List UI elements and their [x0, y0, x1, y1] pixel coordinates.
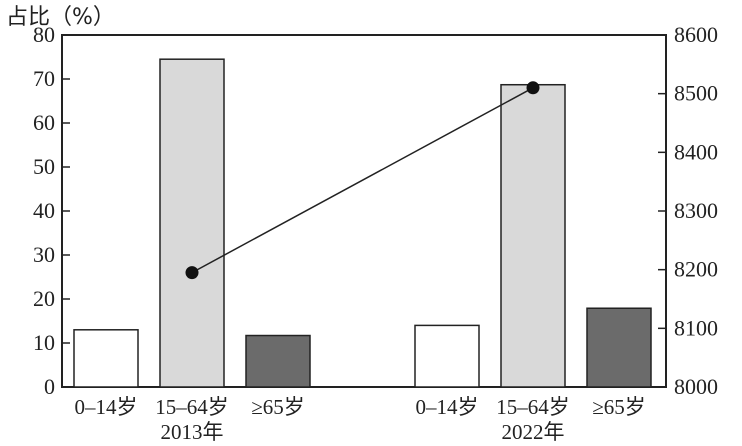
bar-2-2 — [500, 83, 566, 388]
bar-1-1 — [73, 329, 139, 388]
y-right-tick-label: 8300 — [674, 198, 718, 223]
y-right-tick-label: 8100 — [674, 315, 718, 340]
group-label: 2013年 — [161, 420, 224, 444]
group-labels: 2013年 2022年 — [161, 420, 565, 444]
y-left-tick-label: 40 — [33, 198, 55, 223]
category-label: ≥65岁 — [592, 395, 646, 419]
y-left-tick-label: 70 — [33, 66, 55, 91]
y-left-tick-label: 10 — [33, 330, 55, 355]
y-left-axis-label: 占比（%） — [6, 5, 115, 30]
category-labels: 0–14岁 15–64岁 ≥65岁 0–14岁 15–64岁 ≥65岁 — [75, 395, 646, 419]
category-label: 0–14岁 — [75, 395, 138, 419]
y-left-tick-label: 30 — [33, 242, 55, 267]
group-label: 2022年 — [502, 420, 565, 444]
y-left-tick-label: 80 — [33, 22, 55, 47]
category-label: 15–64岁 — [155, 395, 229, 419]
line-segment — [191, 87, 534, 274]
y-left-tick-label: 50 — [33, 154, 55, 179]
y-right-tick-label: 8200 — [674, 257, 718, 282]
bar-1-2 — [159, 58, 225, 388]
y-left-tick-label: 0 — [44, 374, 55, 399]
y-left-tick-label: 60 — [33, 110, 55, 135]
y-right-tick-label: 8000 — [674, 374, 718, 399]
y-right-tick-label: 8500 — [674, 81, 718, 106]
y-right-axis: 8000 8100 8200 8300 8400 8500 8600 — [658, 22, 718, 399]
y-left-tick-label: 20 — [33, 286, 55, 311]
y-right-tick-label: 8600 — [674, 22, 718, 47]
bar-1-3 — [245, 334, 311, 388]
y-left-axis: 0 10 20 30 40 50 60 70 80 — [33, 22, 70, 399]
category-label: 15–64岁 — [496, 395, 570, 419]
bar-2-3 — [586, 307, 652, 388]
line-series — [185, 81, 540, 280]
category-label: 0–14岁 — [416, 395, 479, 419]
line-point-2 — [526, 81, 540, 95]
bar-series — [73, 58, 652, 388]
plot-area-frame — [61, 34, 667, 388]
category-label: ≥65岁 — [251, 395, 305, 419]
line-point-1 — [185, 266, 199, 280]
y-right-tick-label: 8400 — [674, 139, 718, 164]
bar-2-1 — [414, 324, 480, 388]
